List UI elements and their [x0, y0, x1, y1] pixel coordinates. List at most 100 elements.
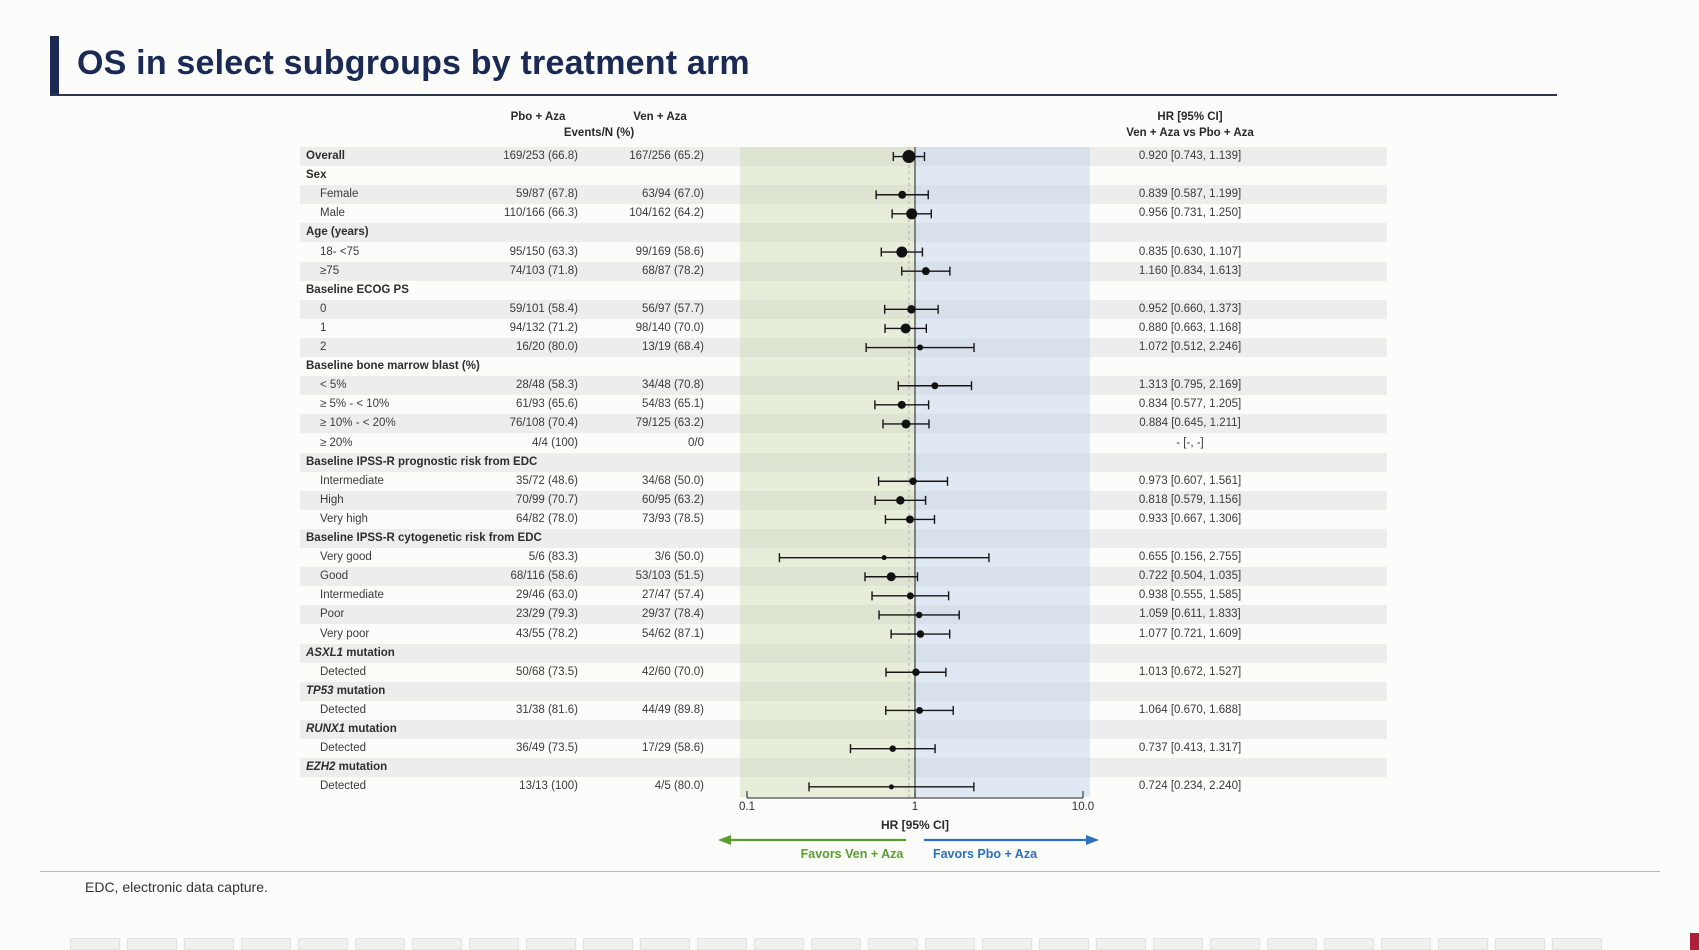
hr-ci-cell: 0.920 [0.743, 1.139] [1138, 150, 1242, 162]
gene-name: TP53 [306, 684, 334, 697]
filmstrip-thumbnail[interactable] [469, 938, 519, 950]
pbo-events-cell: 50/68 (73.5) [515, 665, 578, 678]
hr-ci-cell: 1.077 [0.721, 1.609] [1138, 627, 1242, 640]
table-row: Sex [300, 166, 1387, 185]
filmstrip-thumbnail[interactable] [298, 938, 348, 950]
column-header-ven: Ven + Aza [633, 111, 687, 123]
filmstrip-thumbnail[interactable] [1096, 938, 1146, 950]
axis-title: HR [95% CI] [880, 818, 950, 832]
column-header-hr-comparison: Ven + Aza vs Pbo + Aza [1126, 127, 1254, 139]
filmstrip-thumbnail[interactable] [127, 938, 177, 950]
pbo-events-cell: 36/49 (73.5) [515, 742, 578, 755]
table-row: ≥75 74/103 (71.8) 68/87 (78.2) 1.160 [0.834… [300, 261, 1387, 281]
ven-events-cell: 44/49 (89.8) [641, 703, 704, 716]
row-label: RUNX1 mutation [306, 723, 397, 735]
filmstrip-thumbnail[interactable] [754, 938, 804, 950]
pbo-events-cell: 169/253 (66.8) [503, 150, 578, 162]
filmstrip-thumbnail[interactable] [1381, 938, 1431, 950]
table-row: ≥ 10% - < 20% 76/108 (70.4) 79/125 (63.2) 0… [300, 414, 1387, 434]
table-row: RUNX1 mutation [300, 720, 1387, 740]
hr-ci-cell: 1.013 [0.672, 1.527] [1138, 665, 1242, 678]
axis-tick-10: 10.0 [1071, 801, 1095, 813]
filmstrip-playhead[interactable] [1690, 933, 1699, 950]
filmstrip-thumbnail[interactable] [184, 938, 234, 950]
filmstrip-thumbnail[interactable] [70, 938, 120, 950]
ven-events-cell: 17/29 (58.6) [641, 742, 704, 755]
axis-tick-1: 1 [911, 801, 919, 813]
filmstrip-thumbnail[interactable] [1438, 938, 1488, 950]
pbo-events-cell: 59/101 (58.4) [509, 302, 578, 315]
ven-events-cell: 4/5 (80.0) [654, 780, 704, 793]
table-row: Baseline IPSS-R prognostic risk from EDC [300, 452, 1387, 472]
filmstrip-thumbnail[interactable] [811, 938, 861, 950]
ven-events-cell: 167/256 (65.2) [629, 150, 704, 162]
ven-events-cell: 98/140 (70.0) [635, 321, 704, 334]
filmstrip-thumbnail[interactable] [868, 938, 918, 950]
filmstrip-thumbnail[interactable] [1495, 938, 1545, 950]
filmstrip-thumbnail[interactable] [241, 938, 291, 950]
row-label: High [320, 493, 344, 506]
column-header-events: Events/N (%) [563, 127, 635, 139]
filmstrip-thumbnail[interactable] [1267, 938, 1317, 950]
filmstrip-thumbnail[interactable] [1153, 938, 1203, 950]
hr-ci-cell: 0.655 [0.156, 2.755] [1138, 551, 1242, 564]
row-label: < 5% [320, 379, 347, 392]
title-rule [50, 94, 1557, 96]
table-row: < 5% 28/48 (58.3) 34/48 (70.8) 1.313 [0.795… [300, 376, 1387, 396]
filmstrip-thumbnail[interactable] [583, 938, 633, 950]
filmstrip-thumbnail[interactable] [640, 938, 690, 950]
table-row: Detected 13/13 (100) 4/5 (80.0) 0.724 [0.23… [300, 777, 1387, 796]
row-label: Female [320, 188, 359, 201]
axis-tick-0.1: 0.1 [739, 801, 755, 813]
table-row: 18- <75 95/150 (63.3) 99/169 (58.6) 0.835 [… [300, 243, 1387, 262]
row-label: ≥75 [320, 264, 340, 277]
filmstrip-thumbnail[interactable] [1324, 938, 1374, 950]
ven-events-cell: 53/103 (51.5) [635, 570, 704, 583]
hr-ci-cell: 0.884 [0.645, 1.211] [1139, 417, 1241, 430]
table-row: Intermediate 35/72 (48.6) 34/68 (50.0) 0.97… [300, 472, 1387, 491]
hr-ci-cell: 0.722 [0.504, 1.035] [1138, 570, 1242, 583]
pbo-events-cell: 35/72 (48.6) [515, 474, 578, 487]
filmstrip-thumbnail[interactable] [355, 938, 405, 950]
table-row: TP53 mutation [300, 681, 1387, 701]
row-label: 18- <75 [320, 245, 360, 258]
table-row: 0 59/101 (58.4) 56/97 (57.7) 0.952 [0.660, … [300, 299, 1387, 319]
pbo-events-cell: 29/46 (63.0) [515, 589, 578, 602]
favors-ven-label: Favors Ven + Aza [800, 847, 904, 861]
pbo-events-cell: 74/103 (71.8) [509, 264, 578, 277]
table-row: Intermediate 29/46 (63.0) 27/47 (57.4) 0.93… [300, 586, 1387, 605]
hr-ci-cell: 0.956 [0.731, 1.250] [1138, 207, 1242, 220]
hr-ci-cell: 0.938 [0.555, 1.585] [1138, 589, 1242, 602]
pbo-events-cell: 23/29 (79.3) [515, 608, 578, 621]
row-label: Good [320, 570, 349, 583]
table-row: High 70/99 (70.7) 60/95 (63.2) 0.818 [0.579… [300, 490, 1387, 510]
table-row: ≥ 5% - < 10% 61/93 (65.6) 54/83 (65.1) 0.83… [300, 395, 1387, 414]
filmstrip-thumbnail[interactable] [1039, 938, 1089, 950]
row-label: EZH2 mutation [306, 761, 388, 774]
filmstrip-thumbnail[interactable] [982, 938, 1032, 950]
ven-events-cell: 42/60 (70.0) [641, 665, 704, 678]
row-label: Overall [306, 150, 345, 162]
pbo-events-cell: 70/99 (70.7) [515, 493, 578, 506]
ven-events-cell: 29/37 (78.4) [641, 608, 704, 621]
table-row: Good 68/116 (58.6) 53/103 (51.5) 0.722 [0.5… [300, 567, 1387, 587]
filmstrip-thumbnail[interactable] [925, 938, 975, 950]
ven-events-cell: 56/97 (57.7) [641, 302, 704, 315]
hr-ci-cell: 0.933 [0.667, 1.306] [1138, 512, 1242, 525]
row-label: Sex [306, 169, 327, 182]
filmstrip-thumbnail[interactable] [412, 938, 462, 950]
pbo-events-cell: 68/116 (58.6) [510, 570, 578, 583]
row-label: Intermediate [320, 474, 384, 487]
hr-ci-cell: 1.059 [0.611, 1.833] [1139, 608, 1241, 621]
table-row: Detected 31/38 (81.6) 44/49 (89.8) 1.064 [0… [300, 701, 1387, 720]
filmstrip-thumbnail[interactable] [1210, 938, 1260, 950]
row-label: Detected [320, 665, 367, 678]
table-row: Male 110/166 (66.3) 104/162 (64.2) 0.956 [0… [300, 204, 1387, 223]
filmstrip-thumbnail[interactable] [697, 938, 747, 950]
filmstrip-thumbnail[interactable] [526, 938, 576, 950]
ven-events-cell: 104/162 (64.2) [629, 207, 704, 220]
filmstrip-thumbnail[interactable] [1552, 938, 1602, 950]
hr-ci-cell: 1.160 [0.834, 1.613] [1138, 264, 1242, 277]
pbo-events-cell: 5/6 (83.3) [528, 551, 578, 564]
